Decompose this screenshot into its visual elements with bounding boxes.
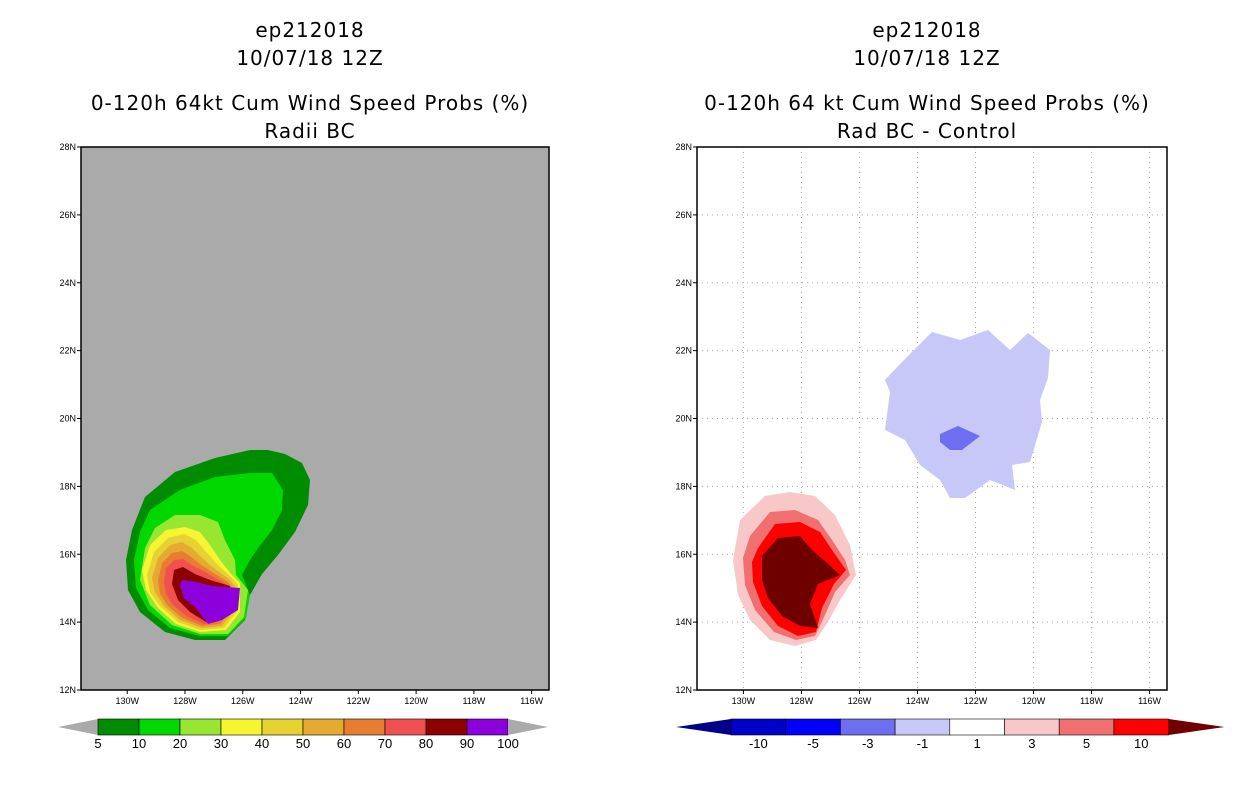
right-storm-id: ep212018 <box>872 18 982 42</box>
lat-tick-label: 26N <box>675 210 692 220</box>
colorbar-label: 60 <box>337 736 351 751</box>
left-colorbar: 5 10 20 30 40 50 60 70 80 90 100 <box>58 718 548 751</box>
lat-tick-label: 22N <box>59 346 76 356</box>
colorbar-high-extend <box>1168 719 1225 735</box>
colorbar-segment <box>302 718 345 736</box>
lon-tick-label: 130W <box>115 696 139 706</box>
colorbar-segment <box>97 718 140 736</box>
lon-tick-label: 128W <box>173 696 197 706</box>
lon-tick-label: 122W <box>347 696 371 706</box>
lat-tick-label: 14N <box>59 617 76 627</box>
colorbar-label: 50 <box>296 736 310 751</box>
lon-tick-label: 120W <box>1022 696 1046 706</box>
lat-tick-label: 28N <box>59 142 76 152</box>
lon-tick-label: 122W <box>964 696 988 706</box>
right-datetime: 10/07/18 12Z <box>853 46 1001 70</box>
lat-tick-label: 20N <box>675 414 692 424</box>
colorbar-label: 10 <box>1134 736 1148 751</box>
lat-tick-label: 28N <box>675 142 692 152</box>
contour-neg3 <box>885 330 1050 498</box>
right-lon-ticks: 130W 128W 126W 124W 122W 120W 118W 116W <box>732 690 1162 706</box>
colorbar-segment <box>179 718 222 736</box>
lat-tick-label: 16N <box>675 549 692 559</box>
colorbar-label: 5 <box>1083 736 1090 751</box>
colorbar-segment <box>384 718 427 736</box>
left-plot-subtitle: Radii BC <box>264 119 356 143</box>
colorbar-low-extend <box>58 719 98 735</box>
left-datetime: 10/07/18 12Z <box>236 46 384 70</box>
lon-tick-label: 124W <box>289 696 313 706</box>
colorbar-segment <box>785 718 841 736</box>
colorbar-label: 20 <box>173 736 187 751</box>
left-lat-ticks: 28N 26N 24N 22N 20N 18N 16N 14N 12N <box>59 142 81 695</box>
colorbar-label: 30 <box>214 736 228 751</box>
colorbar-label: 40 <box>255 736 269 751</box>
left-map-panel: 28N 26N 24N 22N 20N 18N 16N 14N 12N 130W 128W 126W… <box>59 142 550 706</box>
right-lat-ticks: 28N 26N 24N 22N 20N 18N 16N 14N 12N <box>675 142 697 695</box>
colorbar-label: 70 <box>378 736 392 751</box>
lat-tick-label: 12N <box>675 685 692 695</box>
lon-tick-label: 116W <box>1138 696 1161 706</box>
right-map-panel: 28N 26N 24N 22N 20N 18N 16N 14N 12N 130W 128W 126W… <box>675 142 1168 706</box>
colorbar-label: 100 <box>497 736 519 751</box>
colorbar-label: 80 <box>419 736 433 751</box>
colorbar-segment <box>894 718 951 736</box>
colorbar-label: 10 <box>132 736 146 751</box>
lon-tick-label: 126W <box>231 696 255 706</box>
colorbar-high-extend <box>508 719 548 735</box>
lat-tick-label: 22N <box>675 346 692 356</box>
lat-tick-label: 20N <box>59 414 76 424</box>
lon-tick-label: 124W <box>906 696 930 706</box>
colorbar-label: -10 <box>749 736 768 751</box>
colorbar-segment <box>343 718 386 736</box>
colorbar-segment <box>1058 718 1115 736</box>
lat-tick-label: 24N <box>59 278 76 288</box>
colorbar-label: 90 <box>460 736 474 751</box>
lat-tick-label: 26N <box>59 210 76 220</box>
colorbar-segment <box>261 718 304 736</box>
right-plot-title: 0-120h 64 kt Cum Wind Speed Probs (%) <box>704 91 1150 115</box>
contour-90pct <box>180 580 240 624</box>
colorbar-label: -5 <box>807 736 819 751</box>
contour-neg5 <box>940 426 980 450</box>
lat-tick-label: 18N <box>675 481 692 491</box>
lat-tick-label: 16N <box>59 549 76 559</box>
left-plot-title: 0-120h 64kt Cum Wind Speed Probs (%) <box>90 91 530 115</box>
colorbar-segment <box>1004 718 1060 736</box>
left-probability-contours <box>126 450 310 640</box>
left-storm-id: ep212018 <box>255 18 365 42</box>
colorbar-low-extend <box>676 719 731 735</box>
lon-tick-label: 126W <box>848 696 872 706</box>
colorbar-segment <box>425 718 468 736</box>
colorbar-label: 1 <box>974 736 981 751</box>
lon-tick-label: 130W <box>732 696 756 706</box>
lon-tick-label: 118W <box>462 696 485 706</box>
colorbar-label: -1 <box>917 736 929 751</box>
lon-tick-label: 116W <box>520 696 543 706</box>
colorbar-segment <box>466 718 509 736</box>
lat-tick-label: 12N <box>59 685 76 695</box>
lon-tick-label: 118W <box>1080 696 1103 706</box>
right-plot-subtitle: Rad BC - Control <box>836 119 1018 143</box>
colorbar-segment <box>949 718 1005 736</box>
lon-tick-label: 128W <box>790 696 814 706</box>
colorbar-segment <box>730 718 787 736</box>
colorbar-segment <box>138 718 181 736</box>
left-lon-ticks: 130W 128W 126W 124W 122W 120W 118W 116W <box>115 690 544 706</box>
right-colorbar: -10 -5 -3 -1 1 3 5 10 <box>676 718 1225 751</box>
right-difference-contours <box>733 330 1050 646</box>
lat-tick-label: 18N <box>59 481 76 491</box>
colorbar-segment <box>840 718 896 736</box>
colorbar-label: 5 <box>94 736 101 751</box>
colorbar-segment <box>1113 718 1169 736</box>
contour-pos10 <box>762 536 840 628</box>
lat-tick-label: 14N <box>675 617 692 627</box>
colorbar-label: -3 <box>862 736 874 751</box>
lat-tick-label: 24N <box>675 278 692 288</box>
lon-tick-label: 120W <box>404 696 428 706</box>
colorbar-segment <box>220 718 263 736</box>
colorbar-label: 3 <box>1028 736 1035 751</box>
